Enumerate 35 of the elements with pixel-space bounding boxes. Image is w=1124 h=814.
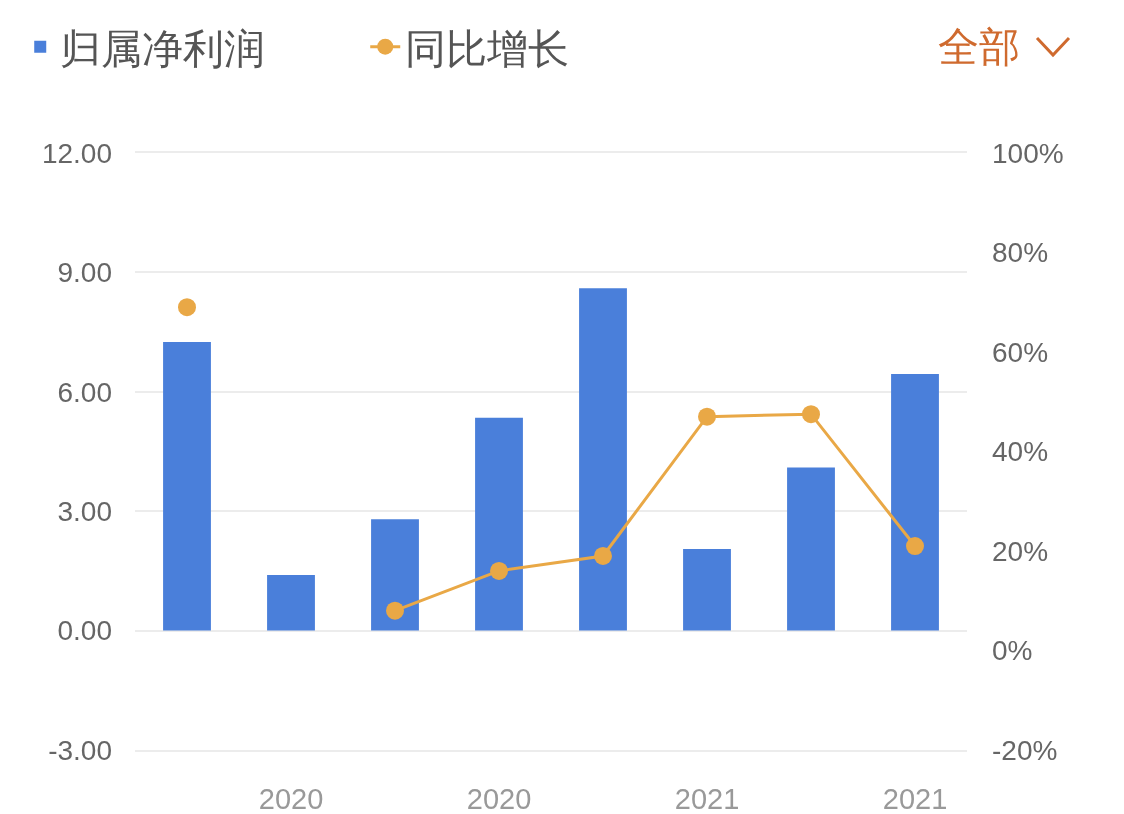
y-tick-label: -3.00	[48, 734, 112, 766]
y2-tick-label: 0%	[992, 635, 1033, 667]
bar	[163, 342, 211, 631]
bar	[683, 549, 731, 631]
bar	[579, 288, 627, 631]
point	[178, 298, 196, 317]
bar	[371, 519, 419, 631]
y2-tick-label: 40%	[992, 436, 1049, 468]
y-tick-label: 6.00	[57, 376, 112, 408]
legend-label: 归属净利润	[60, 25, 266, 72]
y-tick-label: 12.00	[41, 137, 112, 169]
point	[490, 561, 508, 580]
y2-tick-label: 80%	[992, 237, 1049, 269]
text: 全部	[938, 24, 1020, 70]
point	[386, 601, 404, 620]
legend-label: 同比增长	[405, 25, 570, 72]
point	[802, 405, 820, 424]
y-tick-label: 0.00	[57, 615, 112, 647]
y2-tick-label: 20%	[992, 535, 1049, 567]
y-tick-label: 9.00	[57, 257, 112, 289]
point	[698, 407, 716, 426]
bar	[787, 467, 835, 631]
x-tick-label: 2021	[674, 782, 740, 814]
y2-tick-label: 100%	[992, 137, 1064, 169]
x-tick-label: 2021	[882, 782, 948, 814]
point	[906, 537, 924, 556]
x-tick-label: 2020	[258, 782, 324, 814]
y2-tick-label: 60%	[992, 336, 1049, 368]
bar	[267, 574, 315, 631]
y-tick-label: 3.00	[57, 496, 112, 527]
x-tick-label: 2020	[466, 782, 532, 814]
point	[594, 546, 612, 565]
bar	[891, 373, 939, 631]
y2-tick-label: -20%	[992, 734, 1058, 766]
bar	[475, 417, 523, 631]
